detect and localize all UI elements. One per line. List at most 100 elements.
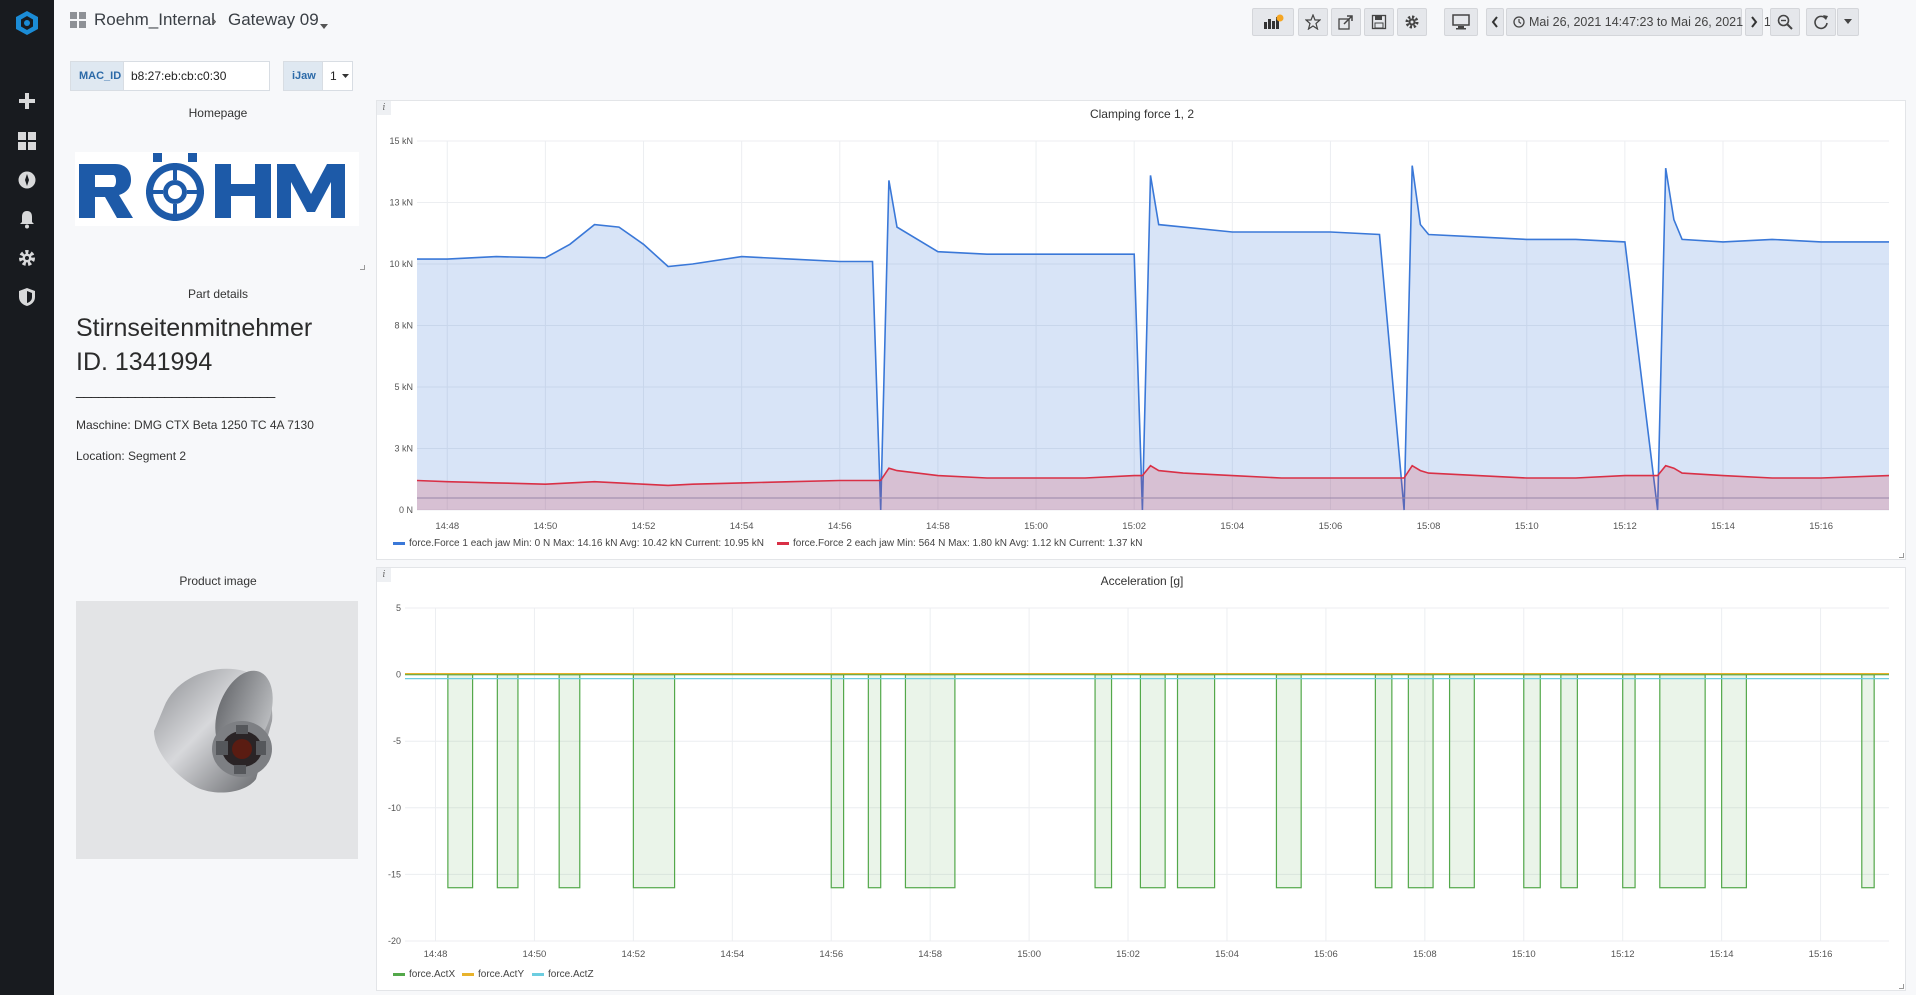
dashboard-grid-icon	[70, 12, 86, 33]
y-tick-label: 5 kN	[394, 382, 413, 392]
time-shift-back-button[interactable]	[1486, 8, 1504, 36]
x-tick-label: 15:10	[1512, 949, 1536, 960]
explore-compass-icon[interactable]	[14, 167, 40, 193]
actx-drop-segment	[830, 673, 845, 889]
share-dashboard-button[interactable]	[1331, 8, 1361, 36]
y-tick-label: 3 kN	[394, 444, 413, 454]
x-tick-label: 14:50	[534, 521, 558, 532]
caret-down-icon[interactable]	[320, 17, 328, 35]
x-tick-label: 14:48	[424, 949, 448, 960]
dashboard-settings-gear-icon[interactable]	[1397, 8, 1427, 36]
acceleration-graph[interactable]: 5 0 -5 -10 -15 -20 14:48 14:50 14:52 14:54 14:56 14…	[377, 568, 1907, 992]
x-tick-label: 15:12	[1613, 521, 1637, 532]
x-tick-label: 14:54	[730, 521, 754, 532]
y-tick-label: -15	[388, 869, 401, 879]
x-tick-label: 15:00	[1017, 949, 1041, 960]
actx-drop-segment	[1275, 673, 1302, 889]
panel-resize-handle[interactable]	[1899, 984, 1904, 989]
legend-actz-label: force.ActZ	[548, 969, 594, 980]
configuration-gear-icon[interactable]	[14, 245, 40, 271]
refresh-interval-dropdown[interactable]	[1837, 8, 1859, 36]
zoom-out-button[interactable]	[1770, 8, 1800, 36]
x-tick-label: 15:14	[1711, 521, 1735, 532]
x-tick-label: 14:48	[435, 521, 459, 532]
part-name: Stirnseitenmitnehmer	[76, 314, 313, 342]
force-2-series-area	[417, 465, 1889, 510]
plus-icon[interactable]	[14, 88, 40, 114]
star-dashboard-button[interactable]	[1298, 8, 1328, 36]
x-tick-label: 14:56	[828, 521, 852, 532]
x-tick-label: 15:16	[1809, 949, 1833, 960]
x-tick-label: 15:06	[1319, 521, 1343, 532]
x-tick-label: 14:56	[819, 949, 843, 960]
clamping-force-title: Clamping force 1, 2	[1089, 107, 1195, 121]
roehm-logo[interactable]	[75, 152, 359, 226]
x-tick-label: 15:06	[1314, 949, 1338, 960]
x-tick-label: 15:04	[1215, 949, 1239, 960]
x-tick-label: 15:02	[1116, 949, 1140, 960]
legend-acty[interactable]: force.ActY	[462, 969, 524, 980]
actx-drop-segment	[1448, 673, 1475, 889]
alerting-bell-icon[interactable]	[14, 206, 40, 232]
acceleration-panel: i Acceleration [g] 5 0 -5 -10 -15 -20 14:48 14:…	[376, 567, 1906, 991]
x-tick-label: 14:58	[926, 521, 950, 532]
panel-resize-handle[interactable]	[1899, 553, 1904, 558]
legend-actx[interactable]: force.ActX	[393, 969, 455, 980]
product-image-title: Product image	[179, 574, 257, 588]
legend-swatch-acty	[462, 973, 474, 976]
panel-resize-handle[interactable]	[360, 265, 365, 270]
y-tick-label: 0 N	[399, 505, 413, 515]
legend-force-1[interactable]: force.Force 1 each jaw Min: 0 N Max: 14.…	[393, 538, 764, 549]
y-tick-label: 15 kN	[389, 136, 413, 146]
breadcrumb-folder[interactable]: Roehm_Internal	[94, 10, 215, 29]
y-tick-label: 13 kN	[389, 198, 413, 208]
refresh-button[interactable]	[1806, 8, 1836, 36]
grafana-logo-icon[interactable]	[14, 10, 40, 36]
actx-drop-segment	[1560, 673, 1578, 889]
part-details-title: Part details	[187, 287, 249, 301]
x-tick-label: 14:58	[918, 949, 942, 960]
y-tick-label: 0	[396, 670, 401, 680]
breadcrumb-dashboard-title[interactable]: Gateway 09	[228, 10, 319, 29]
jaw-variable-label: iJaw	[283, 61, 323, 91]
actx-drop-segment	[447, 673, 474, 889]
mac-id-variable-input[interactable]: b8:27:eb:cb:c0:30	[123, 61, 270, 91]
homepage-panel-title: Homepage	[188, 106, 248, 120]
server-admin-shield-icon[interactable]	[14, 284, 40, 310]
panel-info-icon[interactable]: i	[377, 101, 391, 115]
dashboards-icon[interactable]	[14, 128, 40, 154]
part-location: Location: Segment 2	[76, 449, 187, 463]
save-dashboard-button[interactable]	[1364, 8, 1394, 36]
actx-drop-segment	[558, 673, 581, 889]
actx-drop-segment	[632, 673, 676, 889]
y-tick-label: -10	[388, 803, 401, 813]
force-1-series-line	[417, 165, 1889, 511]
clamping-force-graph[interactable]: 15 kN 13 kN 10 kN 8 kN 5 kN 3 kN 0 N 14:48 14:50…	[377, 101, 1907, 561]
legend-swatch-force-2	[777, 542, 789, 545]
x-tick-label: 15:08	[1413, 949, 1437, 960]
time-range-picker[interactable]: Mai 26, 2021 14:47:23 to Mai 26, 2021 15…	[1506, 8, 1795, 36]
jaw-variable-select[interactable]: 1	[322, 61, 353, 91]
force-1-series-area	[417, 165, 1889, 510]
add-panel-button[interactable]	[1252, 8, 1294, 36]
actx-drop-segment	[1094, 673, 1113, 889]
legend-actz[interactable]: force.ActZ	[532, 969, 594, 980]
x-tick-label: 14:54	[720, 949, 744, 960]
time-range-label: Mai 26, 2021 14:47:23 to Mai 26, 2021 15…	[1529, 15, 1796, 29]
legend-force-2[interactable]: force.Force 2 each jaw Min: 564 N Max: 1…	[777, 538, 1142, 549]
legend-force-2-label: force.Force 2 each jaw Min: 564 N Max: 1…	[793, 538, 1143, 549]
legend-acty-label: force.ActY	[478, 969, 525, 980]
x-tick-label: 15:12	[1611, 949, 1635, 960]
part-separator-rule: ___________________________	[76, 382, 275, 399]
panel-info-icon[interactable]: i	[377, 568, 391, 582]
time-shift-forward-button[interactable]	[1745, 8, 1763, 36]
actx-drop-segment	[904, 673, 956, 889]
x-tick-label: 15:08	[1417, 521, 1441, 532]
actx-drop-segment	[1861, 673, 1875, 889]
y-tick-label: 5	[396, 603, 401, 613]
y-tick-label: 8 kN	[394, 321, 413, 331]
breadcrumb-chevron-icon: ›	[211, 11, 217, 30]
x-tick-label: 14:52	[621, 949, 645, 960]
cycle-view-mode-button[interactable]	[1444, 8, 1478, 36]
actx-drop-segment	[1721, 673, 1747, 889]
